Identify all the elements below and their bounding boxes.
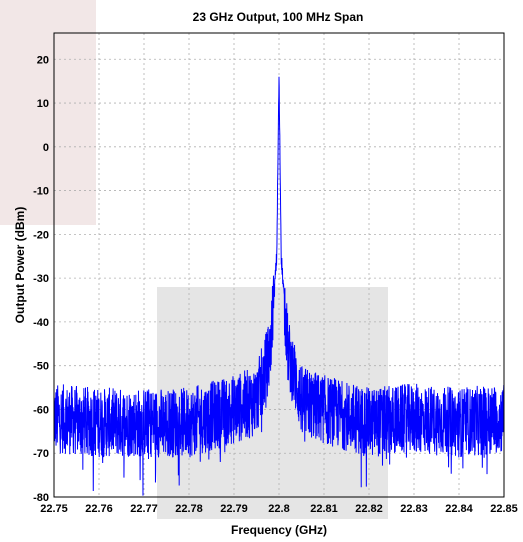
x-tick-label: 22.81 <box>310 503 338 515</box>
y-tick-label: -80 <box>33 492 49 504</box>
x-tick-label: 22.8 <box>268 503 289 515</box>
y-tick-label: -40 <box>33 317 49 329</box>
x-tick-label: 22.78 <box>175 503 203 515</box>
x-tick-label: 22.85 <box>490 503 518 515</box>
plot-frame <box>53 32 505 498</box>
x-tick-label: 22.77 <box>130 503 158 515</box>
x-tick-label: 22.83 <box>400 503 428 515</box>
y-tick-label: 20 <box>37 54 49 66</box>
y-tick-label: 10 <box>37 98 49 110</box>
y-tick-label: 0 <box>43 142 49 154</box>
x-tick-label: 22.82 <box>355 503 383 515</box>
y-tick-label: -30 <box>33 273 49 285</box>
chart-title: 23 GHz Output, 100 MHz Span <box>193 10 364 24</box>
x-tick-label: 22.84 <box>445 503 473 515</box>
y-tick-label: -50 <box>33 361 49 373</box>
trace-group <box>53 76 505 496</box>
y-tick-label: -70 <box>33 448 49 460</box>
x-tick-label: 22.76 <box>85 503 113 515</box>
x-tick-label: 22.75 <box>40 503 68 515</box>
x-tick-labels: 22.75 22.76 22.77 22.78 22.79 22.8 22.81 22.82 2… <box>40 503 518 515</box>
y-tick-label: -10 <box>33 186 49 198</box>
y-tick-labels: 20 10 0 -10 -20 -30 -40 -50 -60 -70 -80 <box>33 54 49 504</box>
y-axis-title: Output Power (dBm) <box>13 207 27 324</box>
spectrum-trace <box>53 76 505 496</box>
highlight-overlay-pink <box>0 0 96 225</box>
y-tick-label: -60 <box>33 404 49 416</box>
x-tick-label: 22.79 <box>220 503 248 515</box>
y-tick-label: -20 <box>33 229 49 241</box>
x-axis-title: Frequency (GHz) <box>231 523 327 537</box>
